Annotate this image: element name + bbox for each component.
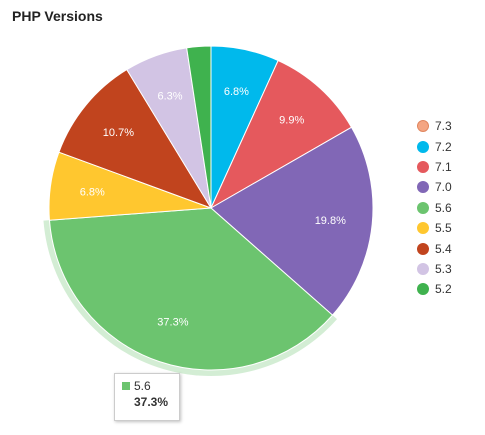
legend-swatch-7-3 [417, 120, 429, 133]
legend-item-5-6[interactable]: 5.6 [417, 198, 452, 218]
legend-label-5-4: 5.4 [435, 241, 452, 256]
legend-item-5-2[interactable]: 5.2 [417, 279, 452, 299]
slice-label-5-6: 37.3% [157, 317, 188, 329]
legend-item-7-2[interactable]: 7.2 [417, 136, 452, 156]
legend-swatch-5-5 [417, 222, 429, 235]
slice-label-5-4: 10.7% [103, 127, 134, 139]
legend-label-7-3: 7.3 [435, 119, 452, 134]
pie-slice-7-0[interactable] [210, 126, 374, 316]
pie-slice-5-4[interactable] [58, 68, 213, 209]
chart-legend: 7.3 7.2 7.1 7.0 5.6 5.5 5.4 5.3 5.2 [417, 116, 452, 300]
legend-label-5-6: 5.6 [435, 200, 452, 215]
slice-label-7-1: 9.9% [279, 114, 304, 126]
slice-label-5-3: 6.3% [157, 90, 182, 102]
tooltip-swatch [122, 382, 130, 390]
legend-item-7-3[interactable]: 7.3 [417, 116, 452, 136]
tooltip-value: 37.3% [134, 395, 169, 409]
legend-swatch-5-4 [417, 242, 429, 255]
legend-swatch-7-0 [417, 181, 429, 194]
chart-tooltip: 5.6 37.3% [114, 373, 180, 421]
pie-slice-7-1[interactable] [209, 59, 353, 210]
legend-label-7-0: 7.0 [435, 180, 452, 195]
legend-item-5-4[interactable]: 5.4 [417, 238, 452, 258]
slice-label-7-2: 6.8% [224, 86, 249, 98]
legend-label-5-5: 5.5 [435, 221, 452, 236]
slice-label-7-0: 19.8% [315, 215, 346, 227]
legend-swatch-7-1 [417, 160, 429, 173]
legend-item-5-3[interactable]: 5.3 [417, 259, 452, 279]
legend-swatch-5-2 [417, 283, 429, 296]
legend-item-7-0[interactable]: 7.0 [417, 177, 452, 197]
legend-label-7-2: 7.2 [435, 139, 452, 154]
legend-swatch-7-2 [417, 140, 429, 153]
slice-label-5-5: 6.8% [80, 187, 105, 199]
pie-slice-5-2[interactable] [186, 45, 212, 209]
legend-swatch-5-3 [417, 262, 429, 275]
legend-swatch-5-6 [417, 201, 429, 214]
tooltip-name: 5.6 [134, 379, 151, 393]
chart-title: PHP Versions [12, 8, 103, 24]
legend-label-5-2: 5.2 [435, 282, 452, 297]
legend-label-5-3: 5.3 [435, 261, 452, 276]
legend-item-7-1[interactable]: 7.1 [417, 157, 452, 177]
pie-slice-5-6[interactable] [48, 207, 334, 371]
legend-item-5-5[interactable]: 5.5 [417, 218, 452, 238]
legend-label-7-1: 7.1 [435, 159, 452, 174]
